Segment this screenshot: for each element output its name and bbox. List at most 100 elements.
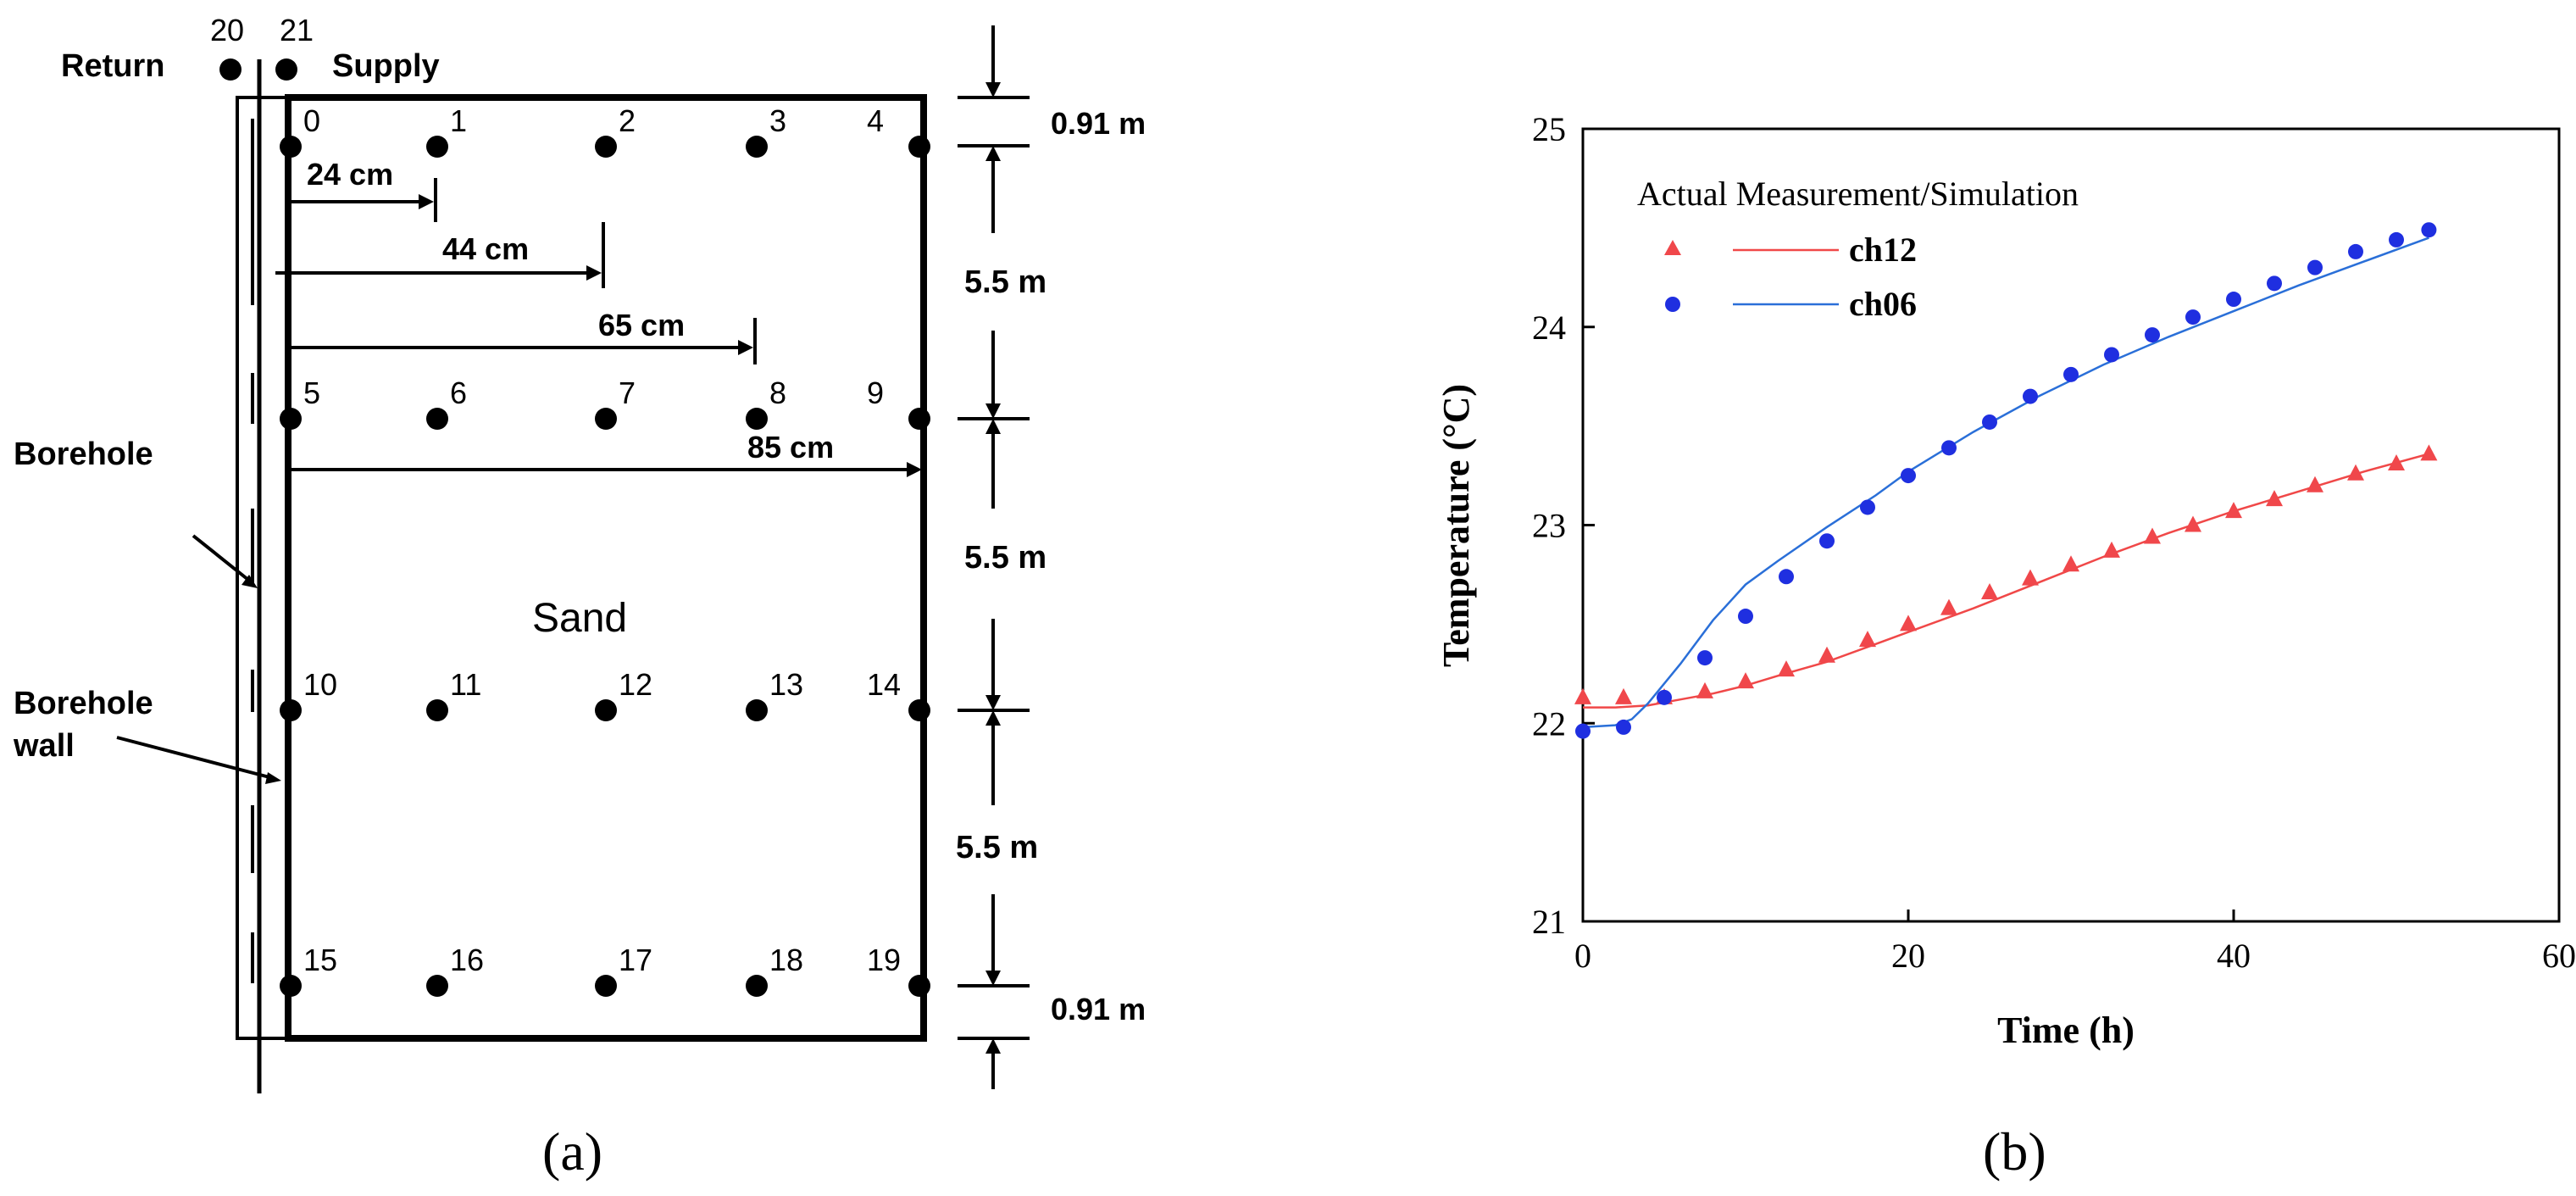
sensor-label-9: 9 bbox=[867, 375, 884, 410]
sensor-label-15: 15 bbox=[303, 943, 337, 977]
sensor-point-10 bbox=[280, 699, 302, 721]
marker-ch12 bbox=[2420, 444, 2438, 461]
sensor-label-14: 14 bbox=[867, 667, 901, 702]
marker-ch06 bbox=[2104, 347, 2119, 363]
marker-ch12 bbox=[1615, 687, 1632, 704]
sensor-point-12 bbox=[595, 699, 617, 721]
sensor-label-8: 8 bbox=[769, 375, 786, 410]
sim-line-ch06 bbox=[1582, 236, 2429, 729]
sensor-point-0 bbox=[280, 136, 302, 158]
marker-ch06 bbox=[2267, 275, 2282, 292]
sensor-point-3 bbox=[746, 136, 768, 158]
sensor-label-0: 0 bbox=[303, 103, 320, 138]
marker-ch06 bbox=[1779, 569, 1794, 585]
legend-ch06-marker bbox=[1665, 297, 1680, 312]
marker-ch12 bbox=[1818, 646, 1835, 663]
borehole-wall-arrowhead bbox=[265, 772, 281, 784]
sim-line-ch12 bbox=[1583, 453, 2429, 709]
marker-ch12 bbox=[2144, 527, 2161, 544]
marker-ch12 bbox=[1900, 615, 1917, 631]
sensor-point-1 bbox=[426, 136, 448, 158]
depth-label-5-5m-3: 5.5 m bbox=[956, 830, 1038, 865]
sand-label: Sand bbox=[532, 596, 627, 641]
supply-label: Supply bbox=[332, 48, 440, 84]
sensor-point-6 bbox=[426, 408, 448, 430]
plot-frame bbox=[1581, 127, 2561, 923]
marker-ch06 bbox=[1575, 723, 1591, 739]
distance-arrow-24cm: 24 cm bbox=[288, 157, 437, 222]
depth-dimensions: 0.91 m 5.5 m 5.5 m 5.5 m 0.91 m bbox=[956, 25, 1146, 1089]
marker-ch12 bbox=[1859, 631, 1876, 648]
borehole-schematic: 20 21 Return Supply 0 1 2 3 45 6 7 8 910 11 12 13 14… bbox=[13, 13, 1146, 1182]
marker-ch06 bbox=[1901, 468, 1916, 484]
marker-ch06 bbox=[1941, 440, 1957, 456]
sensor-point-4 bbox=[908, 136, 930, 158]
x-axis-label: Time (h) bbox=[1997, 1010, 2135, 1051]
sensor-label-12: 12 bbox=[619, 667, 652, 702]
depth-label-top: 0.91 m bbox=[1051, 106, 1146, 141]
sensor-label-21: 21 bbox=[280, 13, 314, 47]
x-tick-label: 60 bbox=[2542, 937, 2576, 975]
y-axis-label: Temperature (°C) bbox=[1435, 384, 1477, 667]
sensor-point-14 bbox=[908, 699, 930, 721]
marker-ch12 bbox=[2225, 502, 2242, 519]
sensor-label-17: 17 bbox=[619, 943, 652, 977]
marker-ch06 bbox=[2226, 292, 2241, 308]
sensor-label-16: 16 bbox=[450, 943, 484, 977]
marker-ch12 bbox=[1696, 681, 1713, 698]
sensor-label-3: 3 bbox=[769, 103, 786, 138]
marker-ch06 bbox=[2348, 243, 2363, 259]
marker-ch12 bbox=[2388, 454, 2405, 471]
marker-ch12 bbox=[1737, 672, 1754, 689]
x-tick-label: 0 bbox=[1574, 937, 1591, 975]
marker-ch12 bbox=[1981, 582, 1998, 599]
legend-title: Actual Measurement/Simulation bbox=[1637, 175, 2079, 213]
legend-ch12-marker bbox=[1664, 240, 1681, 255]
sensor-label-13: 13 bbox=[769, 667, 803, 702]
sensor-label-5: 5 bbox=[303, 375, 320, 410]
sensor-point-16 bbox=[426, 975, 448, 997]
marker-ch12 bbox=[1940, 598, 1957, 615]
sand-domain-box bbox=[285, 94, 927, 1042]
marker-ch12 bbox=[2062, 555, 2079, 572]
marker-ch12 bbox=[1574, 687, 1591, 704]
marker-ch06 bbox=[2421, 222, 2437, 238]
x-tick-label: 40 bbox=[2217, 937, 2251, 975]
marker-ch06 bbox=[1697, 650, 1713, 666]
x-tick-label: 20 bbox=[1891, 937, 1925, 975]
distance-arrow-65cm: 65 cm bbox=[288, 308, 757, 364]
sensor-point-20 bbox=[219, 58, 242, 81]
sensor-point-21 bbox=[275, 58, 297, 81]
marker-ch12 bbox=[2103, 541, 2120, 558]
borehole-wall-label-line1: Borehole bbox=[14, 686, 153, 721]
marker-ch06 bbox=[2023, 388, 2038, 404]
marker-ch06 bbox=[1819, 533, 1835, 549]
sensor-point-11 bbox=[426, 699, 448, 721]
sensor-label-18: 18 bbox=[769, 943, 803, 977]
sensor-point-8 bbox=[746, 408, 768, 430]
distance-arrow-44cm: 44 cm bbox=[275, 222, 605, 288]
axis-ticks: 0 20 40 60 21 22 23 24 25 bbox=[1532, 110, 2576, 975]
y-tick-label: 22 bbox=[1532, 704, 1566, 743]
y-tick-label: 24 bbox=[1532, 309, 1566, 347]
marker-ch12 bbox=[1778, 660, 1795, 677]
sensor-point-13 bbox=[746, 699, 768, 721]
legend-ch06-label: ch06 bbox=[1849, 285, 1917, 323]
marker-ch12 bbox=[2185, 515, 2201, 532]
distance-arrow-85cm: 85 cm bbox=[288, 430, 922, 477]
borehole-arrowhead bbox=[242, 575, 258, 588]
marker-ch06 bbox=[2145, 327, 2160, 343]
sensor-label-19: 19 bbox=[867, 943, 901, 977]
sensor-label-20: 20 bbox=[210, 13, 244, 47]
borehole-wall-label-line2: wall bbox=[13, 728, 75, 764]
simulation-lines bbox=[1582, 236, 2429, 729]
y-tick-label: 21 bbox=[1532, 903, 1566, 941]
sensor-point-17 bbox=[595, 975, 617, 997]
borehole-outline bbox=[236, 96, 290, 1040]
sensor-point-15 bbox=[280, 975, 302, 997]
sensor-label-10: 10 bbox=[303, 667, 337, 702]
y-tick-label: 23 bbox=[1532, 507, 1566, 545]
marker-ch06 bbox=[2185, 309, 2201, 325]
